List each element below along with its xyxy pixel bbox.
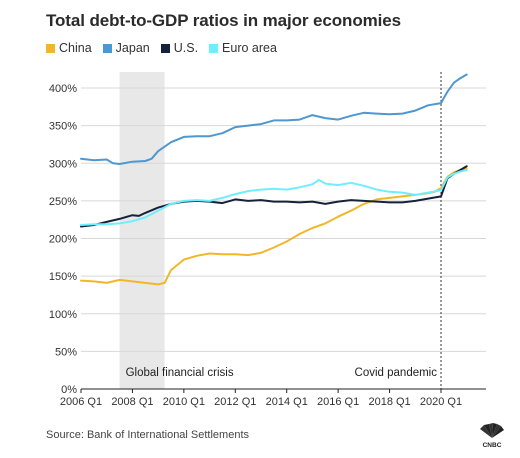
x-tick-label: 2014 Q1 — [266, 396, 308, 408]
legend-label-china: China — [59, 41, 92, 55]
logo-text: CNBC — [483, 442, 502, 449]
legend-swatch-euro-area — [209, 43, 219, 53]
y-tick-label: 350% — [49, 121, 77, 133]
legend-item-euro-area: Euro area — [209, 41, 277, 55]
legend-item-japan: Japan — [102, 41, 150, 55]
legend-swatch-china — [46, 43, 55, 53]
legend: China Japan U.S. Euro area — [46, 41, 277, 55]
y-tick-label: 200% — [49, 234, 77, 246]
series-line-euro-area — [80, 169, 468, 226]
legend-swatch-japan — [102, 43, 112, 53]
chart-title: Total debt-to-GDP ratios in major econom… — [46, 11, 401, 30]
annotation-label-global-financial-crisis: Global financial crisis — [126, 367, 234, 379]
y-tick-label: 400% — [49, 83, 77, 95]
y-tick-label: 300% — [49, 158, 77, 170]
y-tick-label: 100% — [49, 309, 77, 321]
x-tick-label: 2020 Q1 — [420, 396, 462, 408]
x-tick-label: 2006 Q1 — [60, 396, 102, 408]
legend-item-china: China — [46, 41, 92, 55]
legend-item-us: U.S. — [160, 41, 199, 55]
y-tick-label: 150% — [49, 271, 77, 283]
y-tick-label: 50% — [55, 346, 77, 358]
peacock-icon — [480, 423, 504, 438]
x-tick-label: 2012 Q1 — [214, 396, 256, 408]
x-tick-label: 2010 Q1 — [163, 396, 205, 408]
x-tick-label: 2018 Q1 — [368, 396, 410, 408]
y-tick-label: 0% — [61, 384, 77, 396]
x-tick-label: 2016 Q1 — [317, 396, 359, 408]
series-line-japan — [80, 73, 468, 165]
legend-swatch-us — [160, 43, 170, 53]
x-tick-label: 2008 Q1 — [111, 396, 153, 408]
cnbc-peacock-logo: CNBC — [480, 423, 504, 449]
series-line-u-s — [80, 165, 468, 228]
legend-label-euro-area: Euro area — [222, 41, 277, 55]
source-note: Source: Bank of International Settlement… — [46, 429, 250, 441]
annotation-label-covid-pandemic: Covid pandemic — [355, 367, 438, 379]
shaded-region-global-financial-crisis — [119, 72, 165, 389]
legend-label-us: U.S. — [173, 41, 199, 55]
y-tick-label: 250% — [49, 196, 77, 208]
legend-label-japan: Japan — [115, 41, 150, 55]
